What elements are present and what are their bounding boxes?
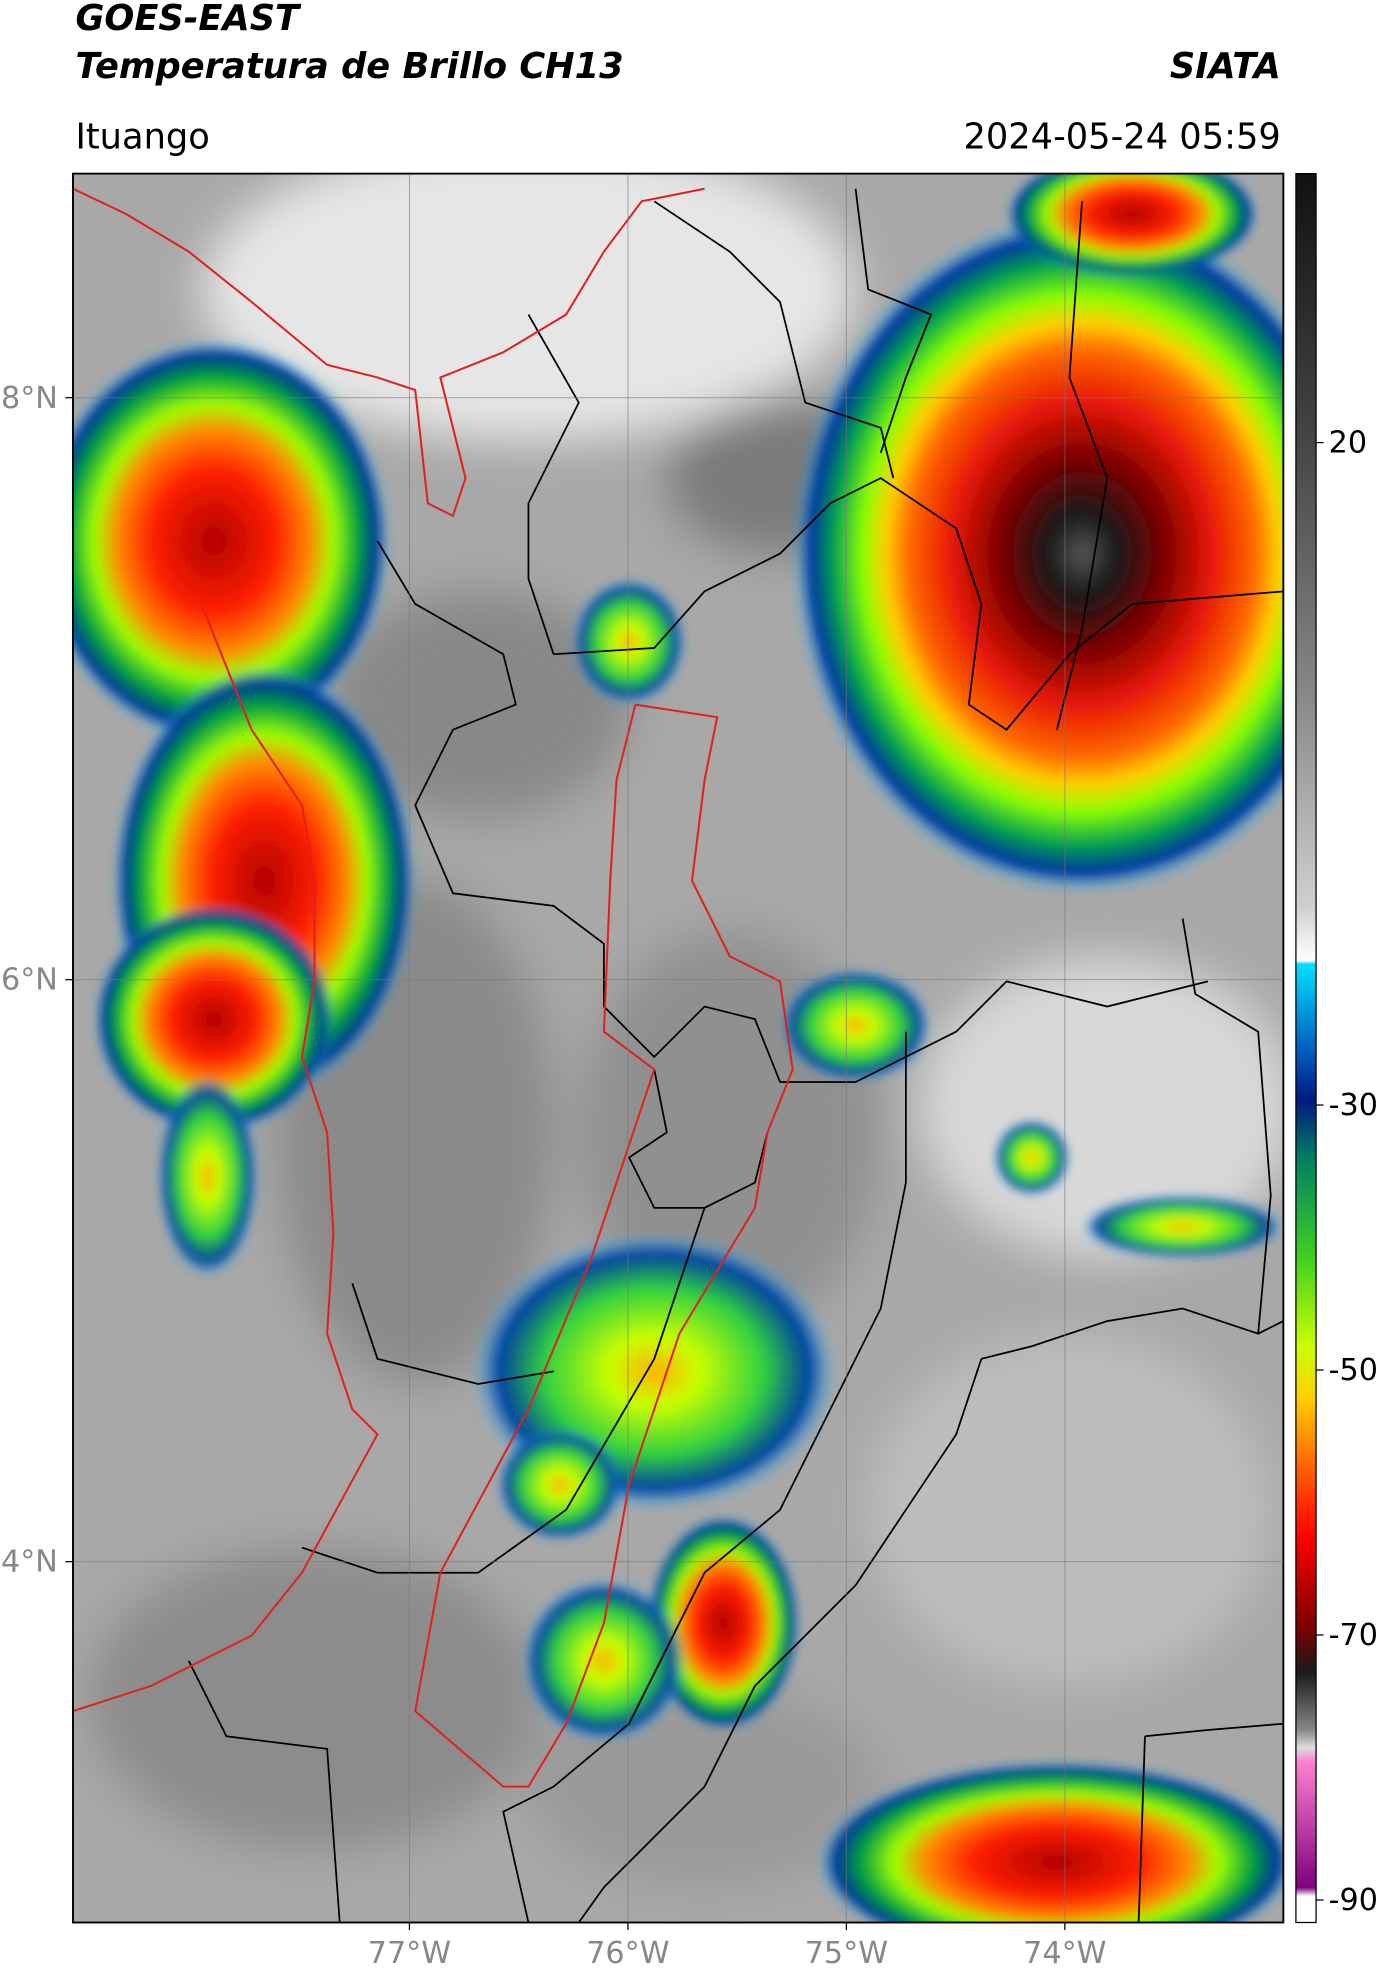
title: GOES-EAST [75,0,302,39]
colorbar-tick-label: 20 [1329,426,1367,461]
colorbar-tick-label: -90 [1329,1883,1378,1918]
y-tick-label: 6°N [1,963,58,998]
x-tick-label: 77°W [368,1936,451,1971]
colorbar-tick-label: -70 [1329,1618,1378,1653]
map-frame [72,172,1285,1924]
x-tick-label: 76°W [586,1936,669,1971]
source: SIATA [1170,46,1281,87]
x-tick-label: 75°W [805,1936,888,1971]
datetime: 2024-05-24 05:59 [963,116,1280,157]
colorbar-tick-label: -30 [1329,1088,1378,1123]
location: Ituango [75,116,209,157]
satellite-image [72,173,1284,1923]
subtitle: Temperatura de Brillo CH13 [75,46,623,87]
colorbar [1295,172,1317,1924]
y-tick-label: 8°N [1,381,58,416]
x-tick-label: 74°W [1023,1936,1106,1971]
colorbar-tick-label: -50 [1329,1353,1378,1388]
map-axes: 77°W 76°W 75°W 74°W 8°N 6°N 4°N [1,173,1284,1971]
y-tick-label: 4°N [1,1545,58,1580]
colorbar-axis: 20 -30 -50 -70 -90 [1316,426,1378,1918]
